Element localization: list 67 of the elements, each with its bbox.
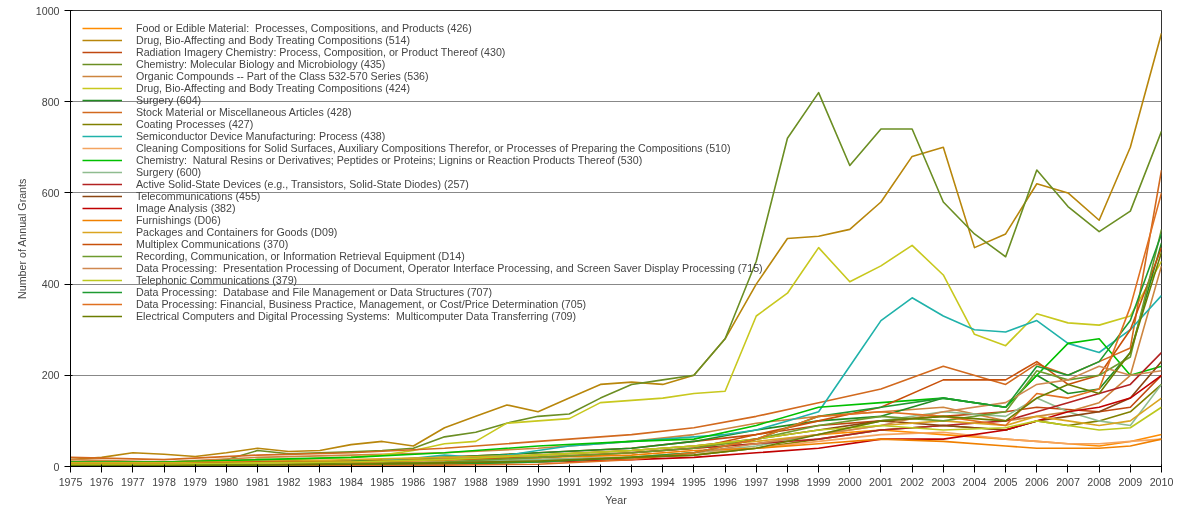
x-tick-label: 1992 — [588, 475, 613, 488]
x-tick-label: 2004 — [962, 475, 987, 488]
x-tick-label: 1990 — [526, 475, 550, 488]
legend-label: Semiconductor Device Manufacturing: Process (438) — [136, 130, 386, 142]
x-tick-label: 1984 — [339, 475, 363, 488]
x-tick-label: 2001 — [869, 475, 893, 488]
x-axis-title: Year — [605, 493, 628, 506]
legend-label: Telephonic Communications (379) — [136, 274, 298, 286]
legend-label: Radiation Imagery Chemistry: Process, Composition, or Product Thereof (430) — [136, 46, 506, 58]
x-tick-label: 1998 — [775, 475, 800, 488]
x-tick-label: 2005 — [993, 475, 1018, 488]
y-tick-label: 400 — [41, 278, 60, 291]
legend-label: Multiplex Communications (370) — [136, 238, 289, 250]
legend-label: Drug, Bio-Affecting and Body Treating Compositions (514) — [136, 34, 411, 46]
y-tick-label: 1000 — [35, 4, 60, 17]
legend-label: Coating Processes (427) — [136, 118, 254, 130]
x-tick-label: 1997 — [744, 475, 769, 488]
x-tick-label: 1993 — [619, 475, 644, 488]
x-tick-label: 2008 — [1087, 475, 1112, 488]
x-tick-label: 1976 — [89, 475, 114, 488]
legend-label: Data Processing: Database and File Management or Data Structures (707) — [136, 286, 492, 298]
y-tick-label: 0 — [53, 460, 60, 473]
x-tick-label: 2010 — [1149, 475, 1174, 488]
legend-label: Furnishings (D06) — [136, 214, 221, 226]
legend-label: Recording, Communication, or Information Retrieval Equipment (D14) — [136, 250, 465, 262]
x-tick-label: 1981 — [245, 475, 270, 488]
x-tick-label: 1978 — [152, 475, 176, 488]
legend-label: Active Solid-State Devices (e.g., Transistors, Solid-State Diodes) (257) — [136, 178, 469, 190]
x-tick-label: 1983 — [308, 475, 332, 488]
x-tick-label: 1991 — [557, 475, 582, 488]
x-tick-label: 1995 — [682, 475, 706, 488]
legend-label: Chemistry: Natural Resins or Derivatives; Peptides or Proteins; Lignins or Reaction Products Thereof (530) — [136, 154, 643, 166]
x-tick-label: 2002 — [900, 475, 925, 488]
x-tick-label: 1988 — [463, 475, 488, 488]
y-tick-label: 800 — [41, 95, 60, 108]
x-tick-label: 1994 — [650, 475, 675, 488]
legend-label: Packages and Containers for Goods (D09) — [136, 226, 338, 238]
legend-label: Cleaning Compositions for Solid Surfaces, Auxiliary Compositions Therefor, or Processes of Preparing the Compositions (510) — [136, 142, 731, 154]
legend-label: Electrical Computers and Digital Processing Systems: Multicomputer Data Transferring (709) — [136, 310, 577, 322]
x-tick-label: 1986 — [401, 475, 426, 488]
x-tick-label: 1989 — [495, 475, 519, 488]
legend-label: Telecommunications (455) — [136, 190, 261, 202]
legend-label: Chemistry: Molecular Biology and Microbiology (435) — [136, 58, 386, 70]
x-tick-label: 1987 — [432, 475, 457, 488]
x-tick-label: 2007 — [1056, 475, 1080, 488]
x-tick-label: 1979 — [183, 475, 208, 488]
legend-label: Surgery (600) — [136, 166, 202, 178]
legend-label: Image Analysis (382) — [136, 202, 236, 214]
legend-label: Stock Material or Miscellaneous Articles (428) — [136, 106, 352, 118]
x-tick-label: 2009 — [1118, 475, 1143, 488]
x-tick-label: 1999 — [806, 475, 831, 488]
x-tick-label: 1980 — [214, 475, 239, 488]
legend-label: Data Processing: Financial, Business Practice, Management, or Cost/Price Determination (705) — [136, 298, 587, 310]
y-tick-label: 600 — [41, 186, 60, 199]
y-tick-label: 200 — [41, 369, 60, 382]
x-tick-label: 1975 — [58, 475, 83, 488]
x-tick-label: 1996 — [713, 475, 738, 488]
x-tick-label: 2000 — [837, 475, 862, 488]
x-tick-label: 1985 — [370, 475, 395, 488]
x-tick-label: 1982 — [276, 475, 301, 488]
y-axis-title: Number of Annual Grants — [15, 178, 28, 299]
x-tick-label: 2003 — [931, 475, 956, 488]
x-tick-label: 2006 — [1024, 475, 1049, 488]
legend-label: Organic Compounds -- Part of the Class 532-570 Series (536) — [136, 70, 429, 82]
legend-label: Food or Edible Material: Processes, Compositions, and Products (426) — [136, 22, 472, 34]
legend-label: Drug, Bio-Affecting and Body Treating Compositions (424) — [136, 82, 411, 94]
x-tick-label: 1977 — [120, 475, 145, 488]
